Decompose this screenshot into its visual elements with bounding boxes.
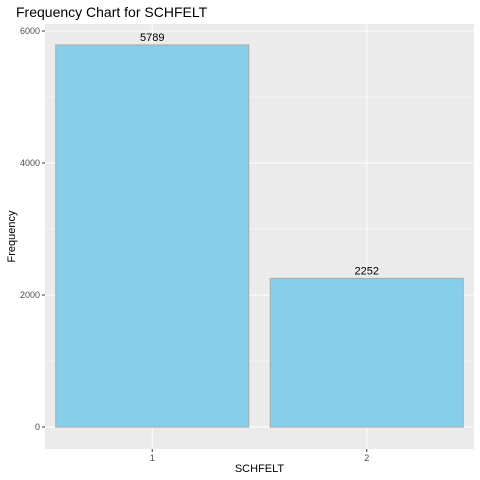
y-tick-label: 4000 <box>20 158 40 168</box>
bars <box>55 44 464 428</box>
data-label-2: 2252 <box>355 265 379 277</box>
data-label-1: 5789 <box>140 32 164 44</box>
x-tick-label: 2 <box>364 453 369 463</box>
y-axis: 0 2000 4000 6000 <box>20 26 45 432</box>
bar-2 <box>269 277 464 428</box>
data-labels: 5789 2252 <box>140 32 379 277</box>
x-axis-title: SCHFELT <box>235 463 285 475</box>
bar-1 <box>55 44 250 428</box>
x-tick-label: 1 <box>150 453 155 463</box>
y-tick-label: 6000 <box>20 26 40 36</box>
y-tick-label: 2000 <box>20 290 40 300</box>
chart-title: Frequency Chart for SCHFELT <box>16 4 208 20</box>
y-tick-label: 0 <box>35 422 40 432</box>
y-axis-title: Frequency <box>6 210 18 262</box>
